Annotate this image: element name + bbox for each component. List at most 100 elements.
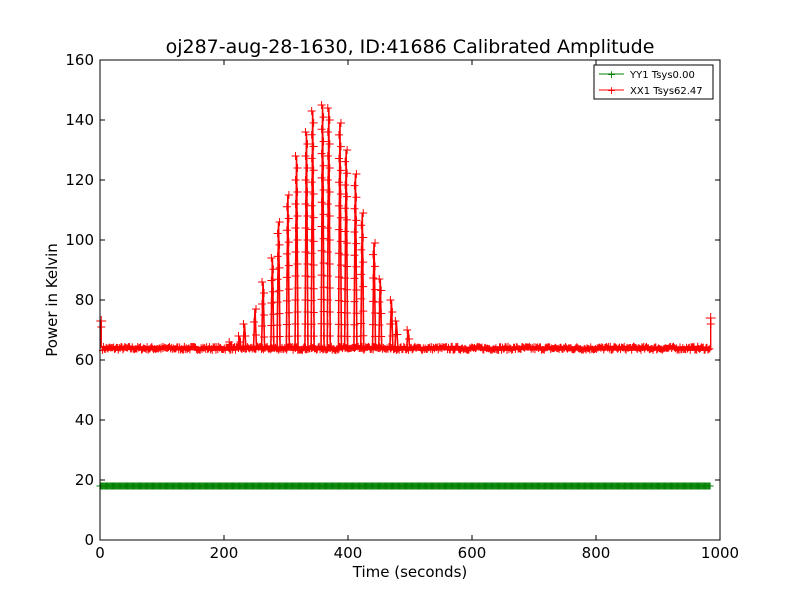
series-xx1-point — [325, 140, 334, 148]
series-xx1-point — [386, 320, 395, 328]
series-xx1-point — [323, 176, 332, 184]
series-xx1-point — [284, 191, 293, 199]
series-xx1-point — [260, 333, 269, 341]
series-xx1-point — [343, 146, 352, 154]
series-xx1-point — [377, 309, 386, 318]
series-xx1-point — [284, 308, 293, 317]
series-xx1-point — [325, 260, 334, 268]
series-xx1-point — [369, 274, 378, 282]
series-xx1-point — [319, 210, 328, 219]
series-xx1-point — [334, 154, 343, 163]
series-xx1-point — [307, 178, 316, 187]
series-xx1-point — [267, 254, 276, 262]
legend-box — [593, 64, 714, 100]
series-xx1-point — [284, 238, 293, 247]
series-xx1-point — [377, 332, 386, 341]
series-xx1-point — [359, 258, 368, 267]
series-xx1-point — [352, 170, 361, 178]
series-xx1-point — [291, 176, 300, 184]
series-xx1-point — [336, 284, 345, 293]
series-xx1-point — [359, 307, 368, 316]
series-xx1-point — [375, 275, 384, 283]
series-xx1-point — [375, 321, 384, 329]
series-xx1-point — [391, 344, 400, 352]
series-xx1-point — [377, 286, 386, 295]
series-xx1-point — [343, 239, 352, 248]
series-xx1-point — [291, 296, 300, 304]
series-xx1-point — [269, 265, 278, 274]
series-xx1-point — [301, 272, 310, 280]
series-xx1-point — [307, 320, 316, 329]
series-xx1-point — [319, 137, 328, 146]
legend-marker-yy1: + — [607, 68, 616, 81]
series-xx1-point — [350, 181, 359, 190]
series-xx1-point — [301, 296, 310, 304]
series-xx1-point — [405, 335, 414, 343]
series-xx1-point — [307, 107, 316, 115]
series-xx1-point — [403, 326, 412, 334]
series-xx1-point — [317, 222, 326, 231]
series-xx1-point — [343, 332, 352, 341]
series-xx1-point — [323, 272, 332, 280]
plot-background — [100, 60, 720, 540]
series-xx1-point — [252, 305, 260, 313]
series-xx1-point — [307, 272, 316, 281]
series-xx1-point — [307, 225, 316, 234]
series-xx1-point — [303, 236, 312, 244]
series-xx1-point — [303, 260, 312, 268]
series-xx1-point — [357, 270, 366, 279]
series-xx1-point — [375, 344, 384, 352]
series-xx1-point — [336, 261, 345, 270]
series-xx1-point — [352, 239, 361, 248]
series-xx1-point — [325, 164, 334, 172]
series-xx1-point — [343, 169, 352, 178]
series-xx1-point — [325, 116, 334, 124]
series-xx1-point — [307, 249, 316, 258]
series-xx1-point — [357, 319, 366, 328]
series-xx1-point — [341, 250, 350, 259]
y-axis-label: Power in Kelvin — [43, 243, 61, 357]
series-xx1-point — [260, 311, 269, 319]
series-xx1-point — [323, 248, 332, 256]
series-xx1-point — [341, 297, 350, 306]
x-axis-label: Time (seconds) — [352, 563, 468, 581]
series-xx1-point — [273, 321, 282, 330]
series-xx1-point — [273, 229, 282, 238]
series-xx1-point — [371, 262, 380, 271]
series-xx1-point — [317, 125, 326, 134]
series-xx1-point — [309, 284, 318, 293]
series-xx1-point — [319, 186, 328, 195]
series-xx1-point — [341, 344, 350, 352]
series-xx1-point — [336, 119, 345, 127]
series-xx1-point — [341, 274, 350, 283]
series-xx1-point — [352, 286, 361, 294]
series-xx1-point — [323, 128, 332, 136]
series-xx1-point — [336, 213, 345, 222]
series-xx1-point — [334, 130, 343, 139]
series-xx1-point — [341, 227, 350, 236]
series-xx1-point — [352, 193, 361, 202]
series-xx1-point — [260, 289, 269, 297]
series-xx1-point — [301, 224, 310, 232]
series-xx1-point — [317, 246, 326, 255]
series-xx1-point — [282, 296, 291, 305]
series-xx1-point — [273, 252, 282, 261]
series-xx1-point — [258, 300, 267, 308]
series-xx1-point — [293, 188, 302, 196]
series-xx1-point — [275, 286, 284, 295]
x-tick-label: 0 — [95, 544, 105, 562]
x-tick-label: 400 — [334, 544, 363, 562]
series-xx1-point — [258, 344, 267, 352]
series-xx1-point — [334, 272, 343, 281]
series-xx1-point — [250, 344, 258, 352]
series-xx1-point — [317, 101, 326, 109]
y-tick-label: 0 — [84, 531, 94, 549]
series-xx1-point — [334, 249, 343, 258]
series-xx1-point — [352, 309, 361, 318]
series-xx1-point — [359, 331, 368, 340]
series-xx1-point — [325, 212, 334, 220]
series-xx1-point — [303, 284, 312, 292]
series-xx1-point — [706, 345, 714, 353]
series-xx1-point — [307, 201, 316, 210]
series-xx1-point — [284, 214, 293, 223]
